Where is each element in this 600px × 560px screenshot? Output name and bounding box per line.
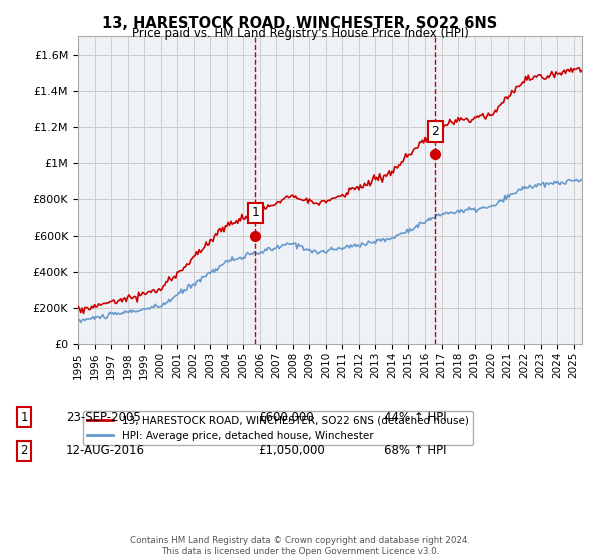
- Text: 44% ↑ HPI: 44% ↑ HPI: [384, 410, 446, 424]
- Text: 2: 2: [20, 444, 28, 458]
- Text: 1: 1: [251, 207, 259, 220]
- Text: £600,000: £600,000: [258, 410, 314, 424]
- Text: 23-SEP-2005: 23-SEP-2005: [66, 410, 141, 424]
- Text: 68% ↑ HPI: 68% ↑ HPI: [384, 444, 446, 458]
- Text: 1: 1: [20, 410, 28, 424]
- Text: 2: 2: [431, 125, 439, 138]
- Text: 13, HARESTOCK ROAD, WINCHESTER, SO22 6NS: 13, HARESTOCK ROAD, WINCHESTER, SO22 6NS: [103, 16, 497, 31]
- Text: Contains HM Land Registry data © Crown copyright and database right 2024.
This d: Contains HM Land Registry data © Crown c…: [130, 536, 470, 556]
- Text: 12-AUG-2016: 12-AUG-2016: [66, 444, 145, 458]
- Text: Price paid vs. HM Land Registry's House Price Index (HPI): Price paid vs. HM Land Registry's House …: [131, 27, 469, 40]
- Legend: 13, HARESTOCK ROAD, WINCHESTER, SO22 6NS (detached house), HPI: Average price, d: 13, HARESTOCK ROAD, WINCHESTER, SO22 6NS…: [83, 411, 473, 445]
- Text: £1,050,000: £1,050,000: [258, 444, 325, 458]
